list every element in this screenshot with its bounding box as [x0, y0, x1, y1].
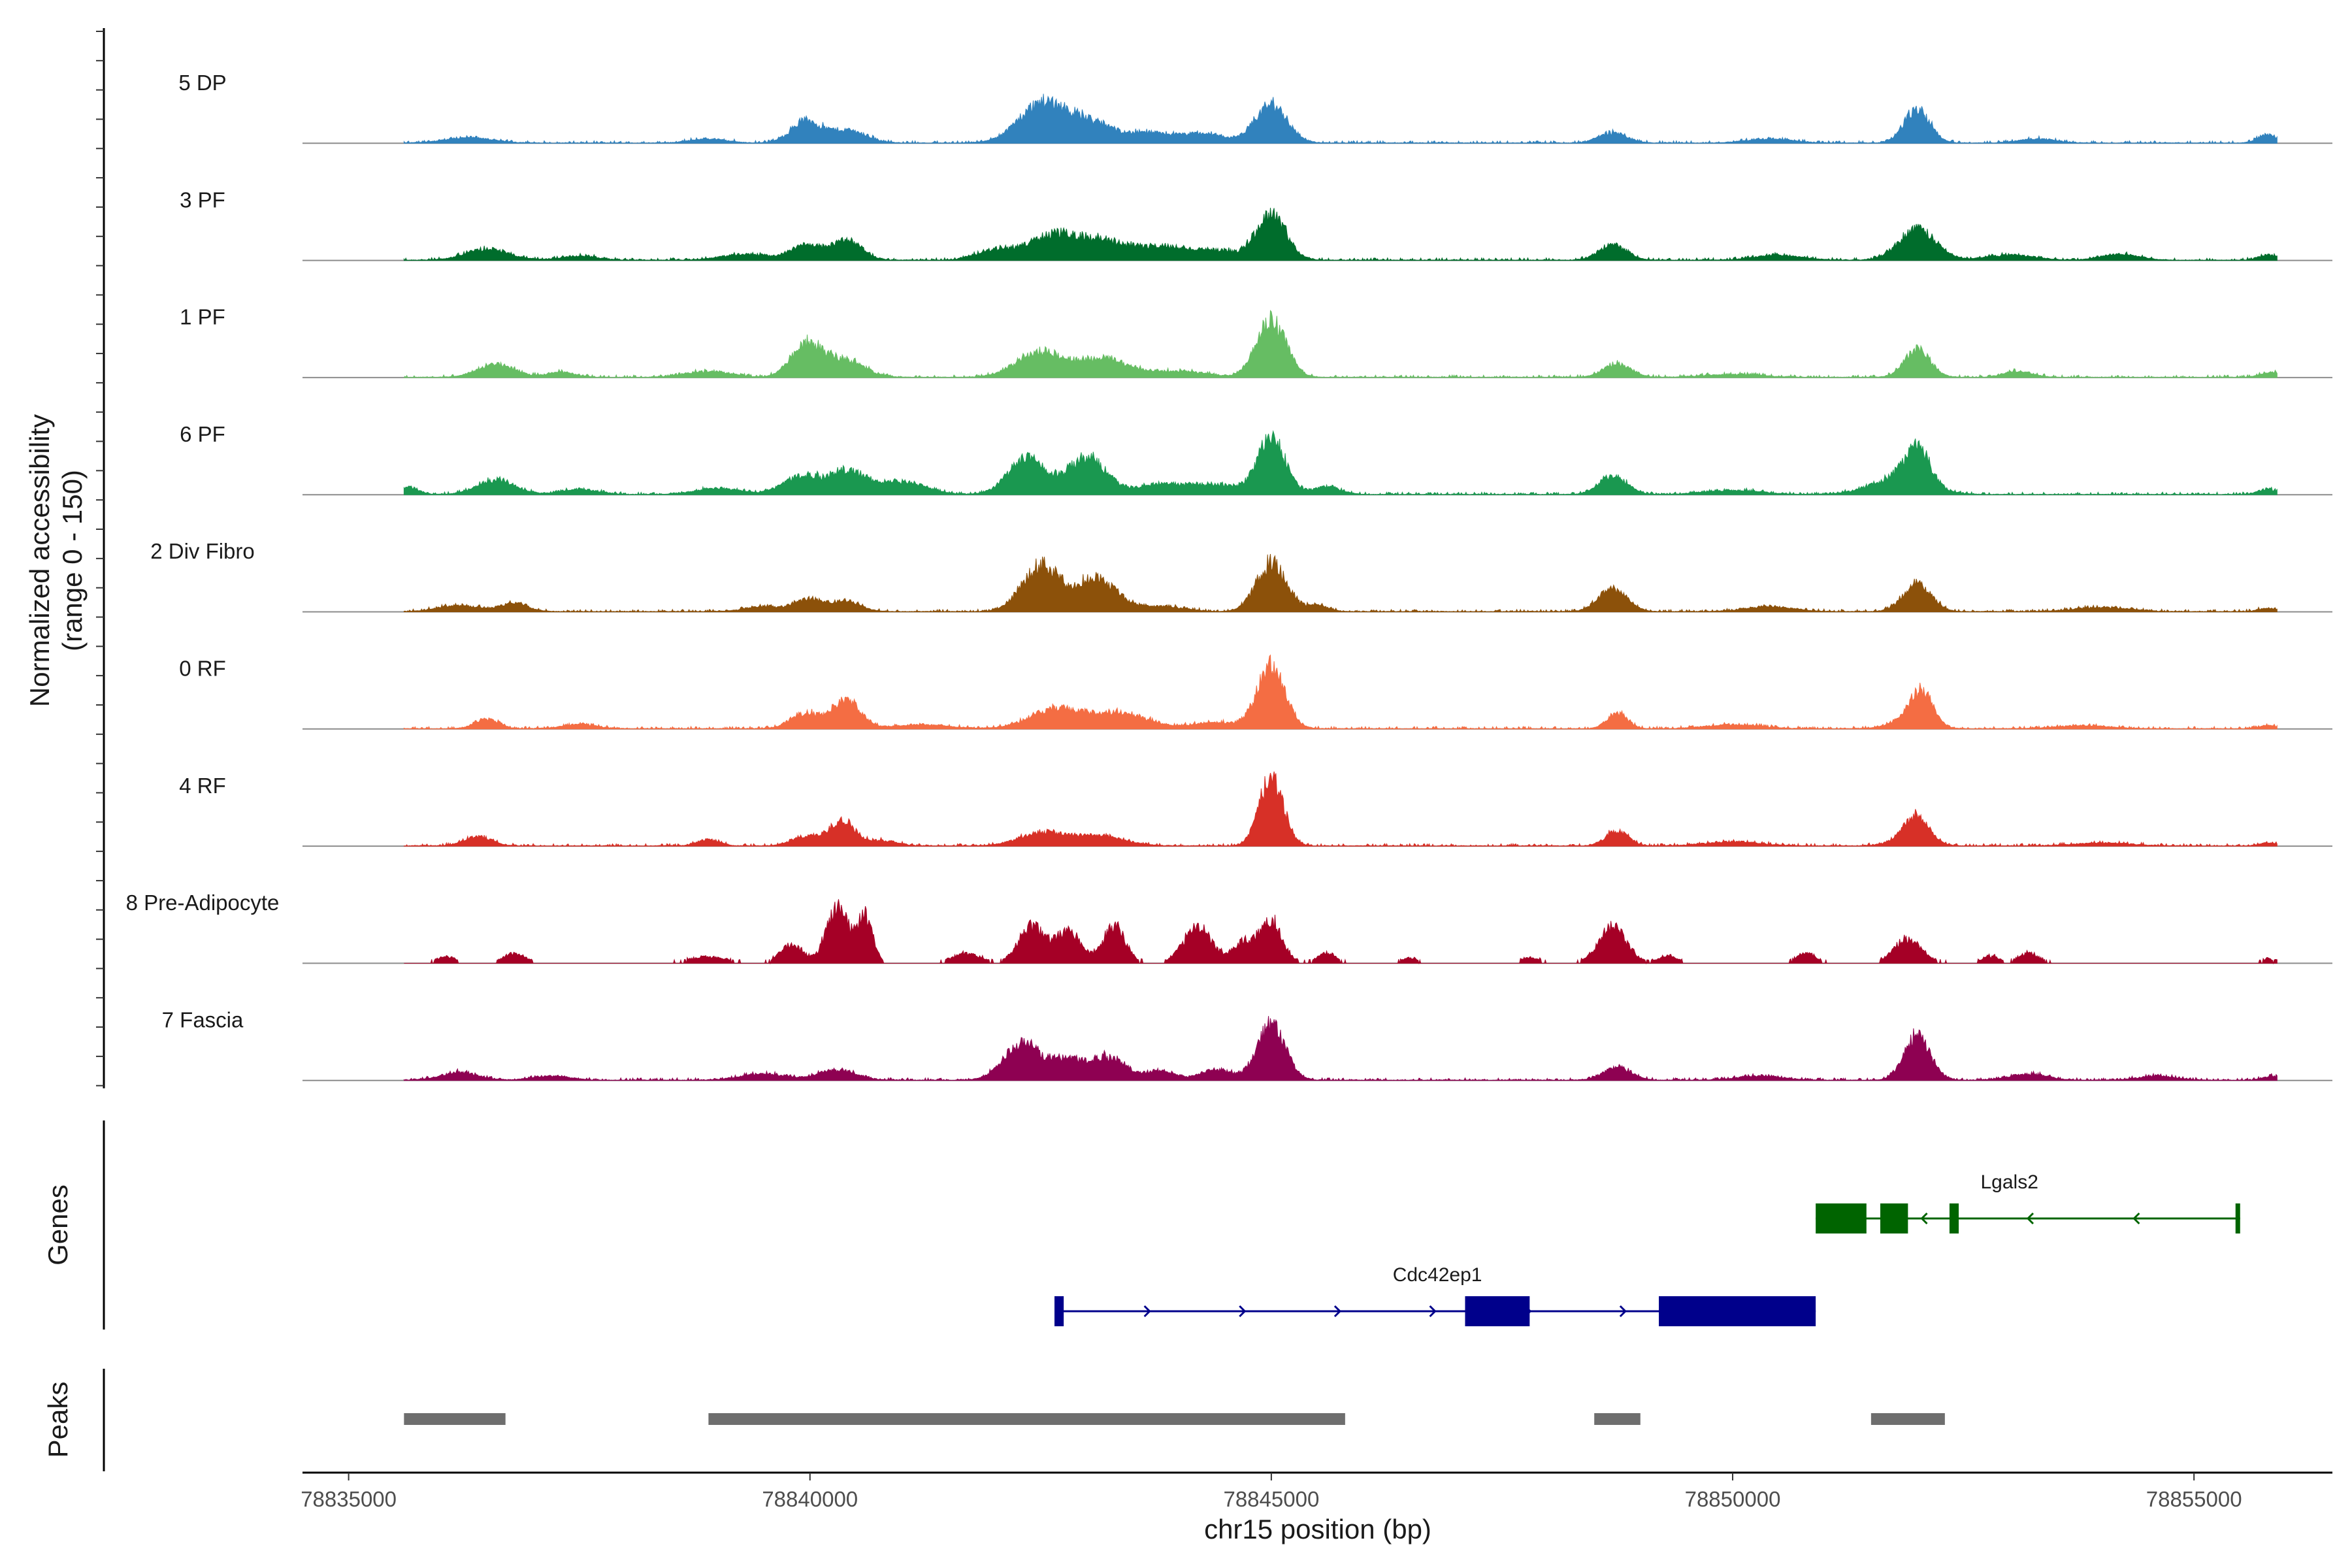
strand-arrow [1920, 1212, 1928, 1225]
x-axis: 78835000 78840000 78845000 78850000 78855000 [301, 1471, 2332, 1511]
peak-region [1870, 1413, 1945, 1425]
gene-cdc42ep1: Cdc42ep1 [1054, 1264, 1816, 1326]
strand-arrow [1239, 1305, 1247, 1318]
x-tick-label: 78855000 [2146, 1487, 2242, 1511]
track-label: 5 DP [178, 71, 226, 95]
coverage-area [404, 899, 2278, 965]
exon [1659, 1296, 1816, 1326]
strand-arrow [1619, 1305, 1627, 1318]
coverage-tracks [302, 93, 2332, 1081]
exon [1880, 1203, 1908, 1233]
track-4-rf [302, 771, 2332, 847]
coverage-area [403, 553, 2278, 613]
gene-lgals2: Lgals2 [1816, 1171, 2240, 1233]
track-label: 8 Pre-Adipocyte [126, 890, 280, 915]
y-axis-title: Normalized accessibility [24, 414, 55, 707]
track-label: 1 PF [180, 305, 225, 329]
y-axis [96, 28, 105, 1088]
track-labels: 5 DP 3 PF 1 PF 6 PF 2 Div Fibro 0 RF 4 RF 8 Pre… [126, 71, 280, 1032]
track-2-div-fibro [302, 553, 2332, 613]
x-axis-title: chr15 position (bp) [1204, 1514, 1431, 1544]
track-label: 7 Fascia [162, 1007, 244, 1032]
exon [1465, 1296, 1530, 1326]
x-tick-label: 78845000 [1223, 1487, 1319, 1511]
coverage-area [403, 310, 2278, 378]
track-0-rf [302, 654, 2332, 730]
strand-arrow [1143, 1305, 1151, 1318]
track-3-pf [302, 208, 2332, 261]
x-tick-label: 78840000 [762, 1487, 858, 1511]
coverage-area [403, 1016, 2278, 1081]
peak-region [404, 1413, 506, 1425]
track-label: 4 RF [179, 774, 226, 798]
exon [1816, 1203, 1867, 1233]
strand-arrow [1429, 1305, 1437, 1318]
track-8-pre-adipocyte [302, 899, 2332, 965]
exon [1054, 1296, 1064, 1326]
strand-arrow [1333, 1305, 1342, 1318]
genes-panel-label: Genes [42, 1184, 73, 1266]
peak-region [708, 1413, 1345, 1425]
coverage-area [403, 771, 2278, 847]
gene-label: Cdc42ep1 [1393, 1264, 1482, 1286]
peaks-panel-label: Peaks [42, 1382, 73, 1458]
coverage-area [403, 654, 2278, 730]
genes-panel: Lgals2 Cdc42ep1 [1054, 1171, 2240, 1326]
strand-arrow [2132, 1212, 2140, 1225]
x-tick-label: 78835000 [301, 1487, 397, 1511]
exon [1949, 1203, 1959, 1233]
coverage-area [403, 430, 2278, 496]
peaks-panel [404, 1413, 1945, 1425]
track-5-dp [302, 93, 2332, 144]
track-label: 2 Div Fibro [150, 539, 255, 563]
track-7-fascia [302, 1016, 2332, 1081]
track-label: 6 PF [180, 422, 225, 446]
track-label: 0 RF [179, 657, 226, 681]
coverage-area [403, 93, 2278, 144]
exon [2235, 1203, 2240, 1233]
peak-region [1594, 1413, 1641, 1425]
y-axis-range: (range 0 - 150) [57, 470, 88, 651]
track-6-pf [302, 430, 2332, 496]
coverage-area [403, 208, 2278, 261]
gene-label: Lgals2 [1981, 1171, 2038, 1193]
strand-arrow [2026, 1212, 2034, 1225]
track-1-pf [302, 310, 2332, 378]
x-tick-label: 78850000 [1685, 1487, 1781, 1511]
track-label: 3 PF [180, 188, 225, 212]
